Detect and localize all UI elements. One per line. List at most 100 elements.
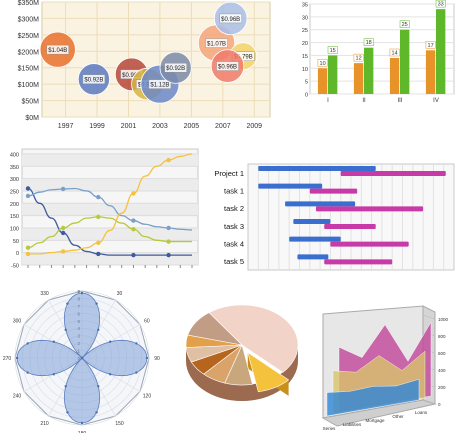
series-point [60, 230, 66, 236]
bubble-label-box [164, 63, 187, 73]
polar-point [80, 356, 84, 360]
data-label: 14 [392, 51, 398, 57]
y-tick-label: 200 [10, 202, 19, 208]
area-chart-panel: 0 200 400 600 800 1000 Series Liabilities Mortga… [315, 300, 456, 433]
polar-point [66, 411, 69, 414]
series-point [96, 214, 101, 220]
angle-tick-label: 90 [154, 356, 160, 362]
column-bar [436, 9, 446, 94]
data-label-box [317, 59, 328, 67]
gantt-bar [258, 166, 376, 171]
series-point [166, 239, 171, 244]
polar-point [64, 384, 67, 388]
x-tick-label: I [327, 98, 329, 104]
y-tick-label: 30 [302, 15, 308, 21]
series-point [96, 251, 101, 257]
bubble-label-box [148, 79, 172, 89]
series-point [131, 227, 136, 232]
y-tick-label: 0 [305, 93, 308, 99]
column-chart: 0 5 10 15 20 25 30 35 10 15 I 12 18 II 14 25 III 17 33 IV [302, 0, 455, 104]
series-point [25, 193, 31, 199]
polar-point [108, 373, 112, 376]
data-label: 15 [330, 48, 336, 54]
data-label-box [363, 38, 374, 46]
x-tick-label: 2009 [246, 123, 262, 130]
pie-slice [208, 304, 299, 373]
z-tick-label: 200 [438, 385, 446, 390]
area-chart: 0 200 400 600 800 1000 Series LiabilitiesMortga… [321, 305, 449, 431]
series-point [96, 194, 101, 200]
polar-point [95, 302, 98, 305]
column-bar [328, 55, 338, 94]
bubble-label: $0.96B [122, 73, 141, 79]
series-point [25, 186, 31, 191]
task-label: Project 1 [214, 169, 244, 178]
task-label: task 3 [224, 222, 244, 231]
bubble-label-box [219, 13, 242, 24]
gantt-bar [340, 171, 446, 176]
bubble-label-box [82, 74, 106, 84]
series-point [166, 252, 171, 258]
y-tick-label: $250M [18, 33, 40, 40]
y-tick-label: -50 [11, 264, 19, 270]
y-tick-label: 150 [10, 214, 19, 220]
angle-tick-label: 270 [3, 356, 12, 362]
gridline-z [422, 314, 436, 320]
series-point [166, 225, 171, 231]
angle-tick-label: 300 [13, 319, 22, 325]
polar-point [15, 356, 19, 360]
angle-tick-label: 120 [143, 394, 152, 400]
bubble-label: $0.92B [84, 78, 103, 84]
gantt-bar [293, 219, 331, 224]
y-tick-label: 100 [10, 226, 19, 232]
y-tick-label: 15 [302, 54, 308, 60]
pie-chart [185, 304, 299, 401]
gantt-chart-panel: Project 1 task 1 task 2 task 3 task 4 task 5 [200, 160, 456, 280]
y-tick-label: 10 [302, 67, 308, 73]
polar-point [52, 373, 56, 376]
z-tick-label: 400 [438, 368, 446, 373]
column-bar [425, 50, 436, 94]
y-tick-label: $300M [18, 16, 40, 23]
bubble-label: $1.07B [207, 42, 226, 48]
series-point [60, 249, 66, 254]
pie-slice [247, 351, 290, 393]
angle-tick-label: 210 [40, 421, 49, 427]
x-tick-label: 1997 [58, 123, 74, 130]
data-label: 17 [428, 43, 434, 49]
x-tick-label: Other [392, 414, 404, 419]
y-tick-label: 250 [10, 189, 19, 195]
polar-point [135, 371, 138, 374]
y-tick-label: $200M [18, 49, 40, 56]
x-tick-label: II [362, 98, 366, 104]
data-label-box [435, 0, 446, 8]
gantt-bar [315, 206, 424, 212]
column-bar [317, 68, 328, 94]
series-line [27, 187, 193, 231]
task-label: task 1 [224, 187, 244, 196]
bubble-label-box [216, 61, 239, 71]
series-point [131, 218, 136, 223]
task-label: task 5 [224, 257, 244, 266]
line-chart-panel: -50 0 50 100 150 200 250 300 350 400 [0, 145, 200, 275]
data-label: 10 [320, 61, 326, 67]
polar-point [52, 340, 56, 343]
polar-point [95, 411, 98, 414]
series-point [131, 252, 136, 258]
angle-tick-label: 0 [81, 285, 84, 287]
column-bar [400, 29, 410, 94]
gantt-bar [324, 259, 393, 265]
gantt-bar [258, 183, 323, 189]
data-label-box [425, 41, 436, 49]
y-tick-label: $50M [21, 99, 39, 106]
bubble-label: $0.92B [166, 66, 185, 72]
bubble-label: $1.12B [150, 83, 169, 89]
y-tick-label: 300 [10, 177, 19, 183]
gantt-chart: Project 1 task 1 task 2 task 3 task 4 task 5 [214, 163, 455, 271]
gantt-bar [289, 236, 341, 242]
z-tick-label: 800 [438, 334, 446, 339]
y-tick-label: 50 [13, 239, 19, 245]
column-bar [353, 63, 364, 94]
bubble-chart-panel: $0M $50M $100M $150M $200M $250M $300M $350M 199… [0, 0, 275, 135]
polar-point [26, 342, 29, 345]
